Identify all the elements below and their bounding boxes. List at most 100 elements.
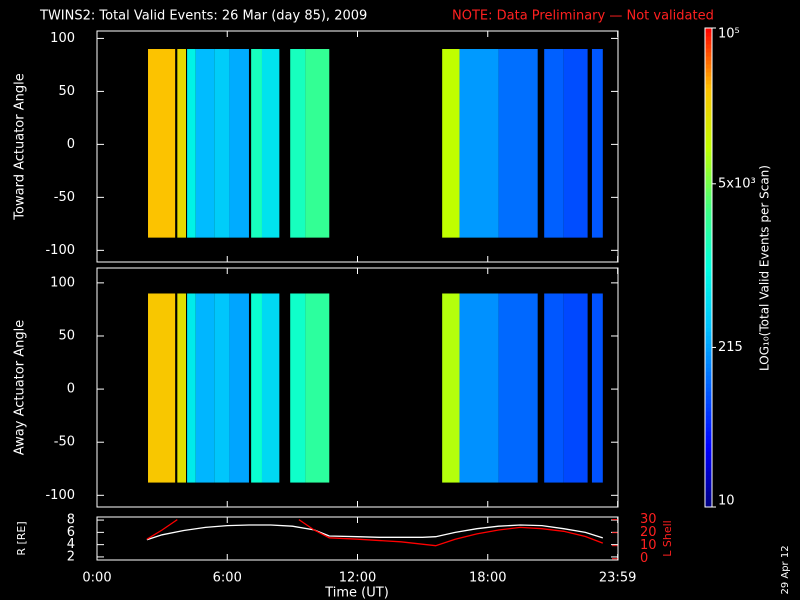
colorbar-swatch	[705, 243, 712, 249]
colorbar-swatch	[705, 247, 712, 253]
colorbar-swatch	[705, 295, 712, 300]
heatmap-cell	[229, 49, 249, 238]
colorbar-swatch	[705, 215, 712, 221]
colorbar-swatch	[705, 59, 712, 65]
note: NOTE: Data Preliminary — Not validated	[452, 9, 714, 24]
colorbar-swatch	[705, 327, 712, 332]
colorbar-swatch	[705, 55, 712, 61]
colorbar-swatch	[705, 459, 712, 464]
colorbar-swatch	[705, 299, 712, 304]
colorbar-tick-label: 10	[718, 494, 735, 509]
colorbar-swatch	[705, 347, 712, 352]
y-tick-label: 50	[58, 84, 75, 99]
colorbar-swatch	[705, 31, 712, 37]
colorbar-swatch	[705, 463, 712, 468]
colorbar-swatch	[705, 315, 712, 320]
heatmap-cell	[195, 293, 215, 483]
colorbar-swatch	[705, 267, 712, 272]
colorbar-swatch	[705, 495, 712, 500]
heatmap-cell	[148, 293, 176, 483]
colorbar-swatch	[705, 87, 712, 93]
colorbar-swatch	[705, 427, 712, 432]
colorbar-swatch	[705, 187, 712, 193]
colorbar-swatch	[705, 159, 712, 165]
heatmap-cell	[229, 293, 249, 483]
heatmap-cell	[214, 293, 230, 483]
colorbar-swatch	[705, 199, 712, 205]
colorbar-swatch	[705, 28, 712, 33]
colorbar-swatch	[705, 335, 712, 340]
colorbar-swatch	[705, 131, 712, 137]
colorbar-swatch	[705, 235, 712, 241]
colorbar-swatch	[705, 435, 712, 440]
colorbar-tick-label: 5x10³	[718, 176, 756, 191]
plot-frame	[96, 267, 619, 508]
colorbar-swatch	[705, 503, 712, 508]
colorbar-swatch	[705, 471, 712, 476]
colorbar-swatch	[705, 323, 712, 328]
heatmap-cell	[563, 49, 588, 238]
colorbar-swatch	[705, 311, 712, 316]
colorbar-swatch	[705, 195, 712, 201]
heatmap-cell	[214, 49, 230, 238]
heatmap-cell	[544, 293, 564, 483]
heatmap-cell	[187, 293, 196, 483]
colorbar-label: LOG₁₀(Total Valid Events per Scan)	[758, 165, 772, 371]
colorbar-swatch	[705, 251, 712, 257]
y-axis-label: Away Actuator Angle	[13, 320, 28, 455]
heatmap-cell	[459, 49, 499, 238]
x-axis-label: Time (UT)	[324, 586, 389, 600]
y-tick-label: 0	[67, 382, 75, 397]
heatmap-cell	[442, 49, 460, 238]
colorbar-swatch	[705, 443, 712, 448]
colorbar-frame	[704, 27, 713, 508]
y2-tick-label: 10	[640, 538, 657, 553]
heatmap-cell	[177, 49, 187, 238]
heatmap-cell	[305, 293, 330, 483]
y-tick-label: 4	[67, 537, 75, 552]
colorbar-swatch	[705, 99, 712, 105]
colorbar-swatch	[705, 207, 712, 213]
colorbar-swatch	[705, 263, 712, 268]
colorbar-swatch	[705, 479, 712, 484]
heatmap-cell	[498, 293, 538, 483]
colorbar-swatch	[705, 119, 712, 125]
colorbar-swatch	[705, 43, 712, 49]
colorbar-swatch	[705, 35, 712, 41]
heatmap-cell	[195, 49, 215, 238]
colorbar-swatch	[705, 275, 712, 280]
colorbar-swatch	[705, 303, 712, 308]
colorbar-swatch	[705, 455, 712, 460]
plot-frame	[96, 516, 619, 561]
colorbar-swatch	[705, 231, 712, 237]
colorbar-swatch	[705, 331, 712, 336]
colorbar-swatch	[705, 139, 712, 145]
colorbar-swatch	[705, 51, 712, 57]
colorbar-swatch	[705, 203, 712, 209]
heatmap-cell	[459, 293, 499, 483]
title: TWINS2: Total Valid Events: 26 Mar (day …	[39, 9, 367, 24]
y-axis-label: R [RE]	[15, 521, 28, 555]
plot-frame	[96, 30, 619, 263]
colorbar-swatch	[705, 387, 712, 392]
heatmap-cell	[591, 49, 603, 238]
colorbar-swatch	[705, 179, 712, 185]
colorbar-swatch	[705, 291, 712, 296]
colorbar-swatch	[705, 39, 712, 45]
colorbar-swatch	[705, 419, 712, 424]
colorbar-swatch	[705, 227, 712, 233]
colorbar-swatch	[705, 279, 712, 284]
colorbar-swatch	[705, 375, 712, 380]
y-tick-label: -100	[45, 243, 75, 258]
colorbar-swatch	[705, 143, 712, 149]
colorbar-swatch	[705, 63, 712, 69]
colorbar-swatch	[705, 167, 712, 173]
heatmap-cell	[261, 49, 280, 238]
x-tick-label: 6:00	[213, 571, 242, 586]
colorbar-swatch	[705, 79, 712, 85]
heatmap-cell	[261, 293, 280, 483]
line-series	[146, 519, 604, 547]
colorbar-swatch	[705, 103, 712, 109]
colorbar-swatch	[705, 467, 712, 472]
